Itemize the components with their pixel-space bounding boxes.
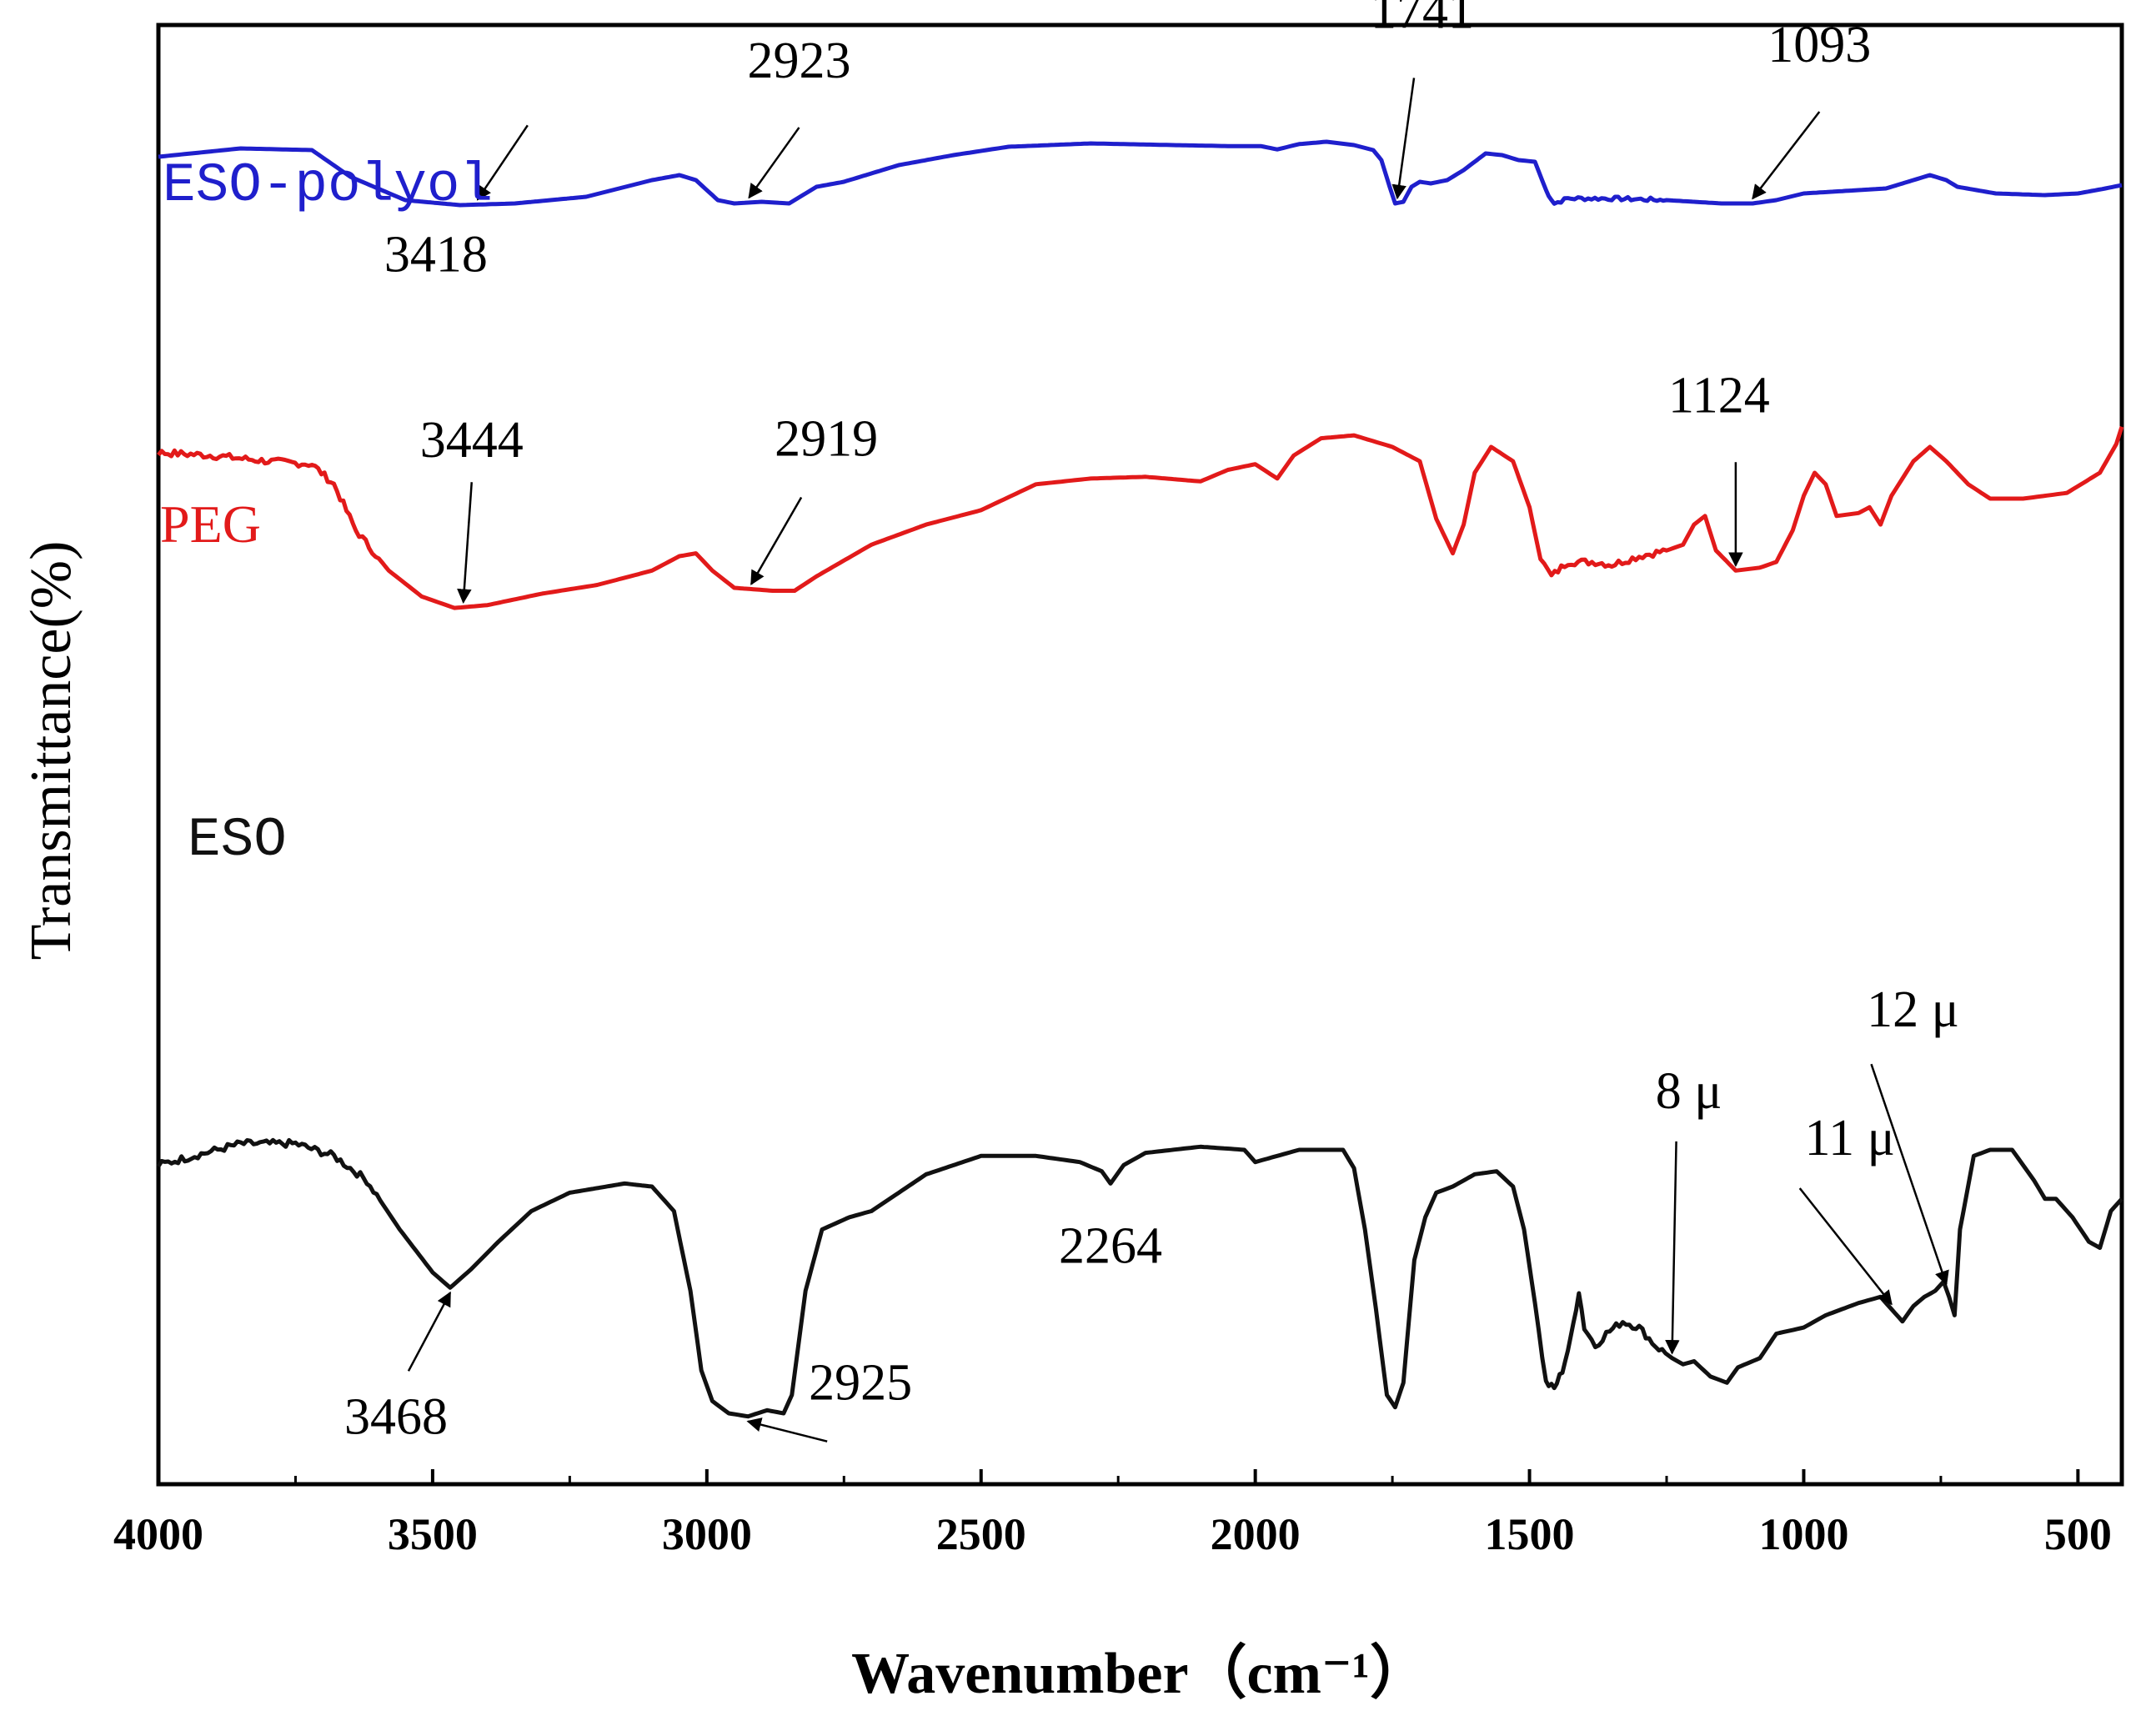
peak-arrow	[457, 482, 473, 604]
peak-arrow	[407, 1291, 452, 1372]
series-line-eso-polyol	[158, 139, 2123, 208]
x-tick-label: 4000	[113, 1509, 203, 1559]
peak-label: 8 μ	[1656, 1063, 1722, 1120]
x-tick-label: 1000	[1758, 1509, 1848, 1559]
series-label-eso-polyol: ESO-polyol	[163, 154, 493, 217]
peak-arrow	[1752, 111, 1821, 200]
peak-label: 2919	[775, 411, 878, 468]
peak-label: 3468	[344, 1388, 448, 1445]
peak-arrow	[1665, 1141, 1680, 1355]
y-axis-title: Transmittance(%)	[19, 541, 83, 961]
x-tick-label: 3000	[662, 1509, 752, 1559]
peak-arrow	[746, 1417, 828, 1443]
series-label-layer: ESO-polyol PEG ESO	[160, 154, 493, 871]
x-axis-title: Wavenumber（cm⁻¹）	[851, 1641, 1428, 1706]
series-layer	[156, 139, 2124, 1419]
x-axis-ticks: 4000 3500 3000 2500 2000 1500 1000 500	[113, 1469, 2112, 1559]
series-line-peg	[157, 426, 2124, 610]
series-label-eso: ESO	[188, 809, 287, 871]
x-tick-label: 3500	[388, 1509, 478, 1559]
peak-arrow	[748, 127, 800, 199]
peak-label: 1124	[1668, 367, 1770, 424]
peak-label: 2925	[809, 1355, 912, 1412]
x-tick-label: 2500	[936, 1509, 1026, 1559]
peak-label: 1741	[1371, 0, 1474, 39]
peak-label: 3444	[420, 412, 524, 469]
peak-label: 11 μ	[1804, 1110, 1894, 1167]
peak-label: 3418	[384, 226, 488, 283]
peak-arrow	[1391, 78, 1416, 200]
peak-arrow	[1798, 1187, 1893, 1306]
peak-label: 12 μ	[1867, 981, 1959, 1038]
series-line-eso	[156, 1137, 2123, 1419]
x-tick-label: 2000	[1211, 1509, 1301, 1559]
plot-frame	[156, 23, 2124, 1487]
peak-label: 2264	[1059, 1217, 1162, 1274]
x-tick-label: 500	[2044, 1509, 2112, 1559]
peak-label: 2923	[747, 33, 850, 89]
x-tick-label: 1500	[1485, 1509, 1575, 1559]
peak-arrow	[476, 124, 529, 201]
peak-label: 1093	[1767, 17, 1871, 73]
peak-arrow	[1870, 1063, 1949, 1286]
peak-arrow	[750, 496, 803, 586]
annotation-layer: 3418 2923 1741 1093 3444 2919 1124 3468 2925 2264…	[344, 0, 1959, 1445]
series-label-peg: PEG	[160, 494, 261, 554]
